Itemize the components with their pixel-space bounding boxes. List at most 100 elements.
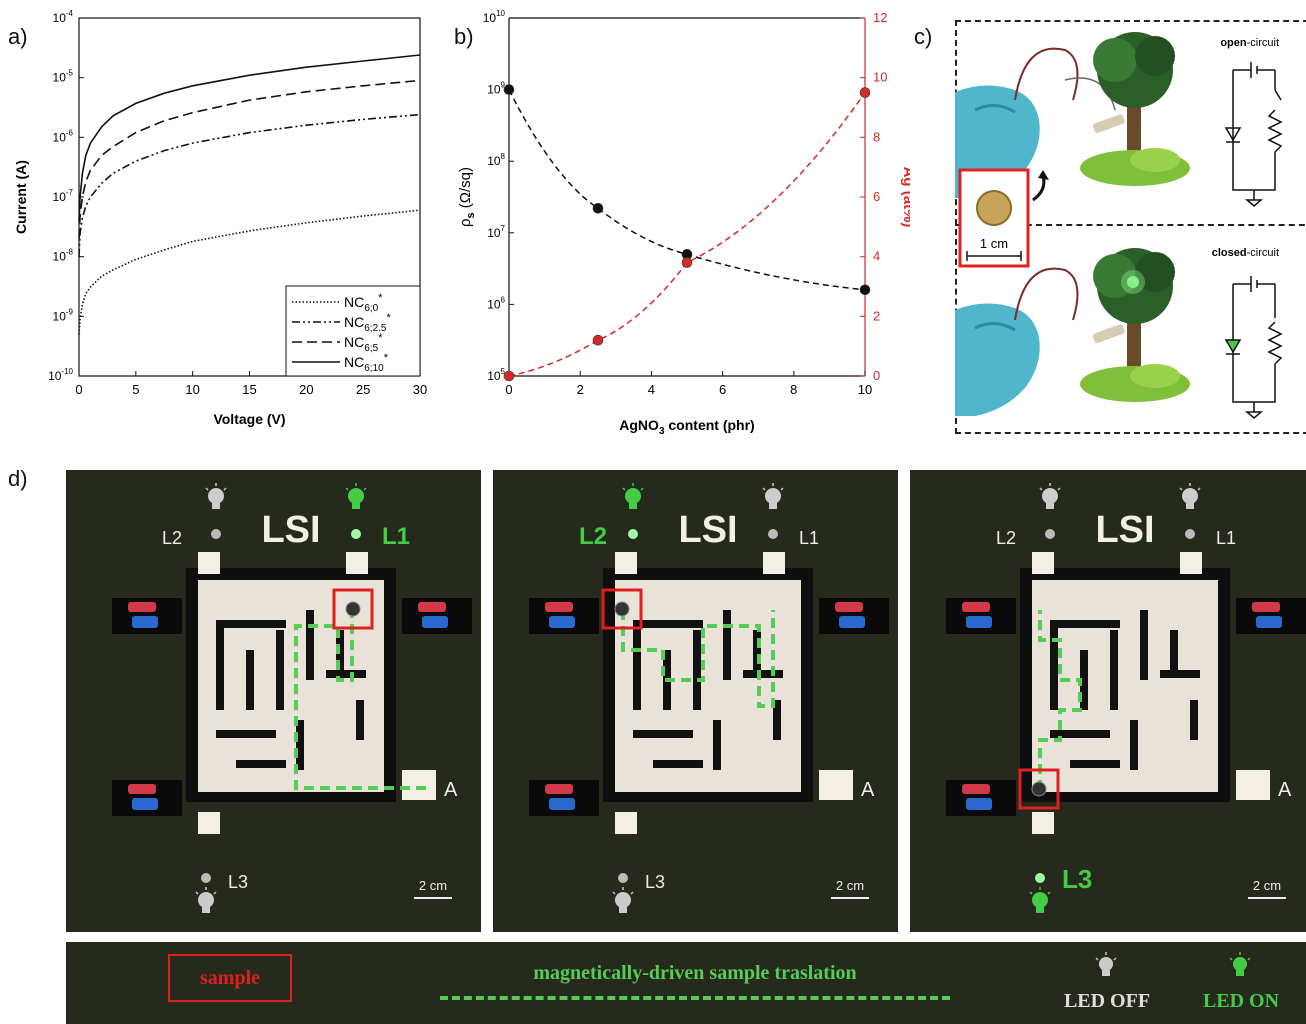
bulb-on-icon [1229, 952, 1251, 976]
panel-d-frames: LSI L2 L1 L3 A 2 cm LSI L2 L1 L3 A 2 cm LSI L2 L1 L3 A 2 … [112, 470, 1306, 932]
sample-disk [1031, 781, 1047, 797]
maze-wall [216, 620, 286, 628]
pad-a [1236, 770, 1270, 800]
scale-label: 2 cm [419, 878, 447, 893]
panel-c-art: 1 cm open-circuit closed-circuit [955, 32, 1283, 419]
maze-wall [633, 620, 703, 628]
y-left-tick-label: 105 [487, 367, 505, 383]
maze-wall [356, 700, 364, 740]
bulb-off-icon [1095, 952, 1117, 976]
blue-connector [966, 616, 992, 628]
led-l3 [201, 873, 211, 883]
x-tick-label: 25 [356, 382, 370, 397]
maze-wall [1140, 610, 1148, 680]
maze-wall [693, 630, 701, 710]
x-tick-label: 20 [299, 382, 313, 397]
x-tick-label: 10 [858, 382, 872, 397]
legend-led-on: LED ON [1202, 990, 1280, 1012]
series-line [508, 89, 866, 291]
series-line [78, 79, 421, 239]
svg-text:closed-circuit: closed-circuit [1212, 247, 1279, 259]
blue-connector [966, 798, 992, 810]
x-axis-label: AgNO3 content (phr) [619, 417, 754, 437]
pad-l1 [1180, 552, 1202, 574]
panel-c-divider [955, 224, 1306, 226]
label-l1: L1 [799, 528, 819, 548]
glove-hand-bottom [955, 303, 1040, 416]
label-l3: L3 [228, 872, 248, 892]
pad-l2 [615, 552, 637, 574]
legend-entry: NC6;2.5* [344, 312, 391, 334]
label-a: A [444, 779, 458, 801]
maze-wall [276, 630, 284, 710]
circuit-open-diagram [1224, 62, 1283, 207]
panel-label-d: d) [8, 466, 28, 491]
pad-l3 [1032, 812, 1054, 834]
maze-wall [326, 670, 366, 678]
y-right-axis-label: Ag (at%) [900, 167, 910, 228]
scale-label: 2 cm [836, 878, 864, 893]
open-circuit-bold: open [1220, 37, 1247, 49]
label-l1: L1 [1216, 528, 1236, 548]
bulb-l2-icon [1039, 483, 1061, 509]
red-connector [962, 602, 990, 612]
maze-wall [723, 610, 731, 680]
frame-separator [898, 470, 910, 932]
x-tick-label: 8 [790, 382, 797, 397]
legend-sample-label: sample [200, 966, 260, 989]
pad-l2 [1032, 552, 1054, 574]
pad-a [819, 770, 853, 800]
closed-circuit-bold: closed [1212, 247, 1247, 259]
maze-wall [1110, 630, 1118, 710]
x-tick-label: 30 [413, 382, 427, 397]
maze-wall [1080, 650, 1088, 710]
bulb-l1-icon [1179, 483, 1201, 509]
y-right-tick-label: 10 [873, 70, 887, 85]
label-l3: L3 [1062, 864, 1092, 894]
maze-floor [1032, 580, 1218, 792]
y-tick-label: 10-8 [53, 248, 74, 264]
maze-wall [743, 670, 783, 678]
coin-scale-label: 1 cm [980, 236, 1008, 251]
y-tick-label: 10-5 [53, 69, 74, 85]
y-tick-label: 10-6 [53, 128, 74, 144]
y-right-tick-label: 12 [873, 10, 887, 25]
sample-disk [345, 601, 361, 617]
translation-path [1038, 610, 1082, 790]
red-connector [962, 784, 990, 794]
maze-wall [713, 720, 721, 770]
legend-box [285, 285, 421, 377]
maze-wall [1160, 670, 1200, 678]
maze-wall [1050, 730, 1110, 738]
pad-l3 [615, 812, 637, 834]
y-right-tick-label: 8 [873, 129, 880, 144]
label-l1: L1 [382, 523, 410, 550]
scale-label: 2 cm [1253, 878, 1281, 893]
red-connector [835, 602, 863, 612]
red-connector [545, 602, 573, 612]
y-left-tick-label: 108 [487, 152, 505, 168]
label-l2: L2 [579, 523, 607, 550]
panel-label-b: b) [454, 24, 474, 49]
frame-separator [481, 470, 493, 932]
y-left-tick-label: 109 [487, 81, 505, 97]
label-l2: L2 [162, 528, 182, 548]
legend-entry: NC6;0* [344, 292, 383, 314]
y-tick-label: 10-9 [53, 307, 74, 323]
sample-box [601, 588, 643, 630]
data-point [859, 87, 871, 98]
led-l2 [628, 529, 638, 539]
data-point [681, 257, 693, 268]
x-tick-label: 6 [719, 382, 726, 397]
led-l2 [211, 529, 221, 539]
legend-path-line [440, 996, 950, 1000]
bulb-l2-icon [622, 483, 644, 509]
legend-sample-box: sample [168, 954, 292, 1002]
y-right-tick-label: 0 [873, 368, 880, 383]
y-left-tick-label: 107 [487, 224, 505, 240]
panel-label-a: a) [8, 24, 28, 49]
red-connector [1252, 602, 1280, 612]
y-left-tick-label: 1010 [483, 9, 506, 25]
bulb-l2-icon [205, 483, 227, 509]
maze-wall [753, 630, 761, 670]
